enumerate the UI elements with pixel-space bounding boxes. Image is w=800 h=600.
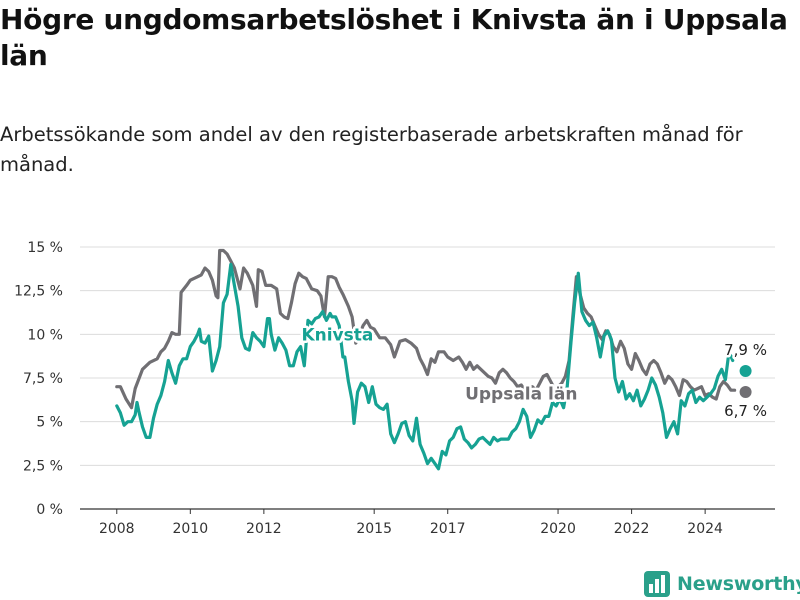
x-tick-label: 2015 [356, 521, 392, 537]
x-tick-label: 2010 [172, 521, 208, 537]
series-label-knivsta: Knivsta [301, 325, 373, 345]
y-tick-label: 2,5 % [23, 458, 63, 474]
x-tick-label: 2012 [246, 521, 282, 537]
chart-subtitle: Arbetssökande som andel av den registerb… [0, 123, 743, 176]
y-axis: 0 % 2,5 % 5 % 7,5 % 10 % 12,5 % 15 % [14, 240, 63, 518]
series-lines [115, 248, 752, 471]
y-tick-label: 0 % [36, 502, 63, 518]
series-labels: Knivsta Uppsala län 7,9 % 6,7 % [299, 323, 770, 423]
bar-chart-icon [644, 571, 670, 597]
x-tick-label: 2008 [99, 521, 135, 537]
y-tick-label: 15 % [27, 240, 63, 256]
end-value-label: 7,9 % [724, 341, 767, 359]
chart-title: Högre ungdomsarbetslöshet i Knivsta än i… [0, 3, 788, 72]
x-tick-label: 2017 [430, 521, 466, 537]
series-end-marker [739, 385, 752, 398]
y-tick-label: 10 % [27, 327, 63, 343]
y-tick-label: 12,5 % [14, 284, 63, 300]
newsworthy-logo[interactable]: Newsworthy [644, 570, 800, 598]
x-tick-label: 2024 [687, 521, 723, 537]
series-line-knivsta [115, 262, 735, 471]
brand-name: Newsworthy [677, 573, 800, 595]
y-tick-label: 7,5 % [23, 371, 63, 387]
end-value-label: 6,7 % [724, 402, 767, 420]
series-end-marker [739, 365, 752, 378]
series-line-uppsala-lan [115, 248, 737, 410]
x-axis: 2008 2010 2012 2015 2017 2020 2022 2024 [99, 509, 723, 537]
y-tick-label: 5 % [36, 415, 63, 431]
x-tick-label: 2022 [614, 521, 650, 537]
x-tick-label: 2020 [540, 521, 576, 537]
gridlines [80, 246, 775, 510]
series-label-uppsala: Uppsala län [465, 385, 577, 405]
